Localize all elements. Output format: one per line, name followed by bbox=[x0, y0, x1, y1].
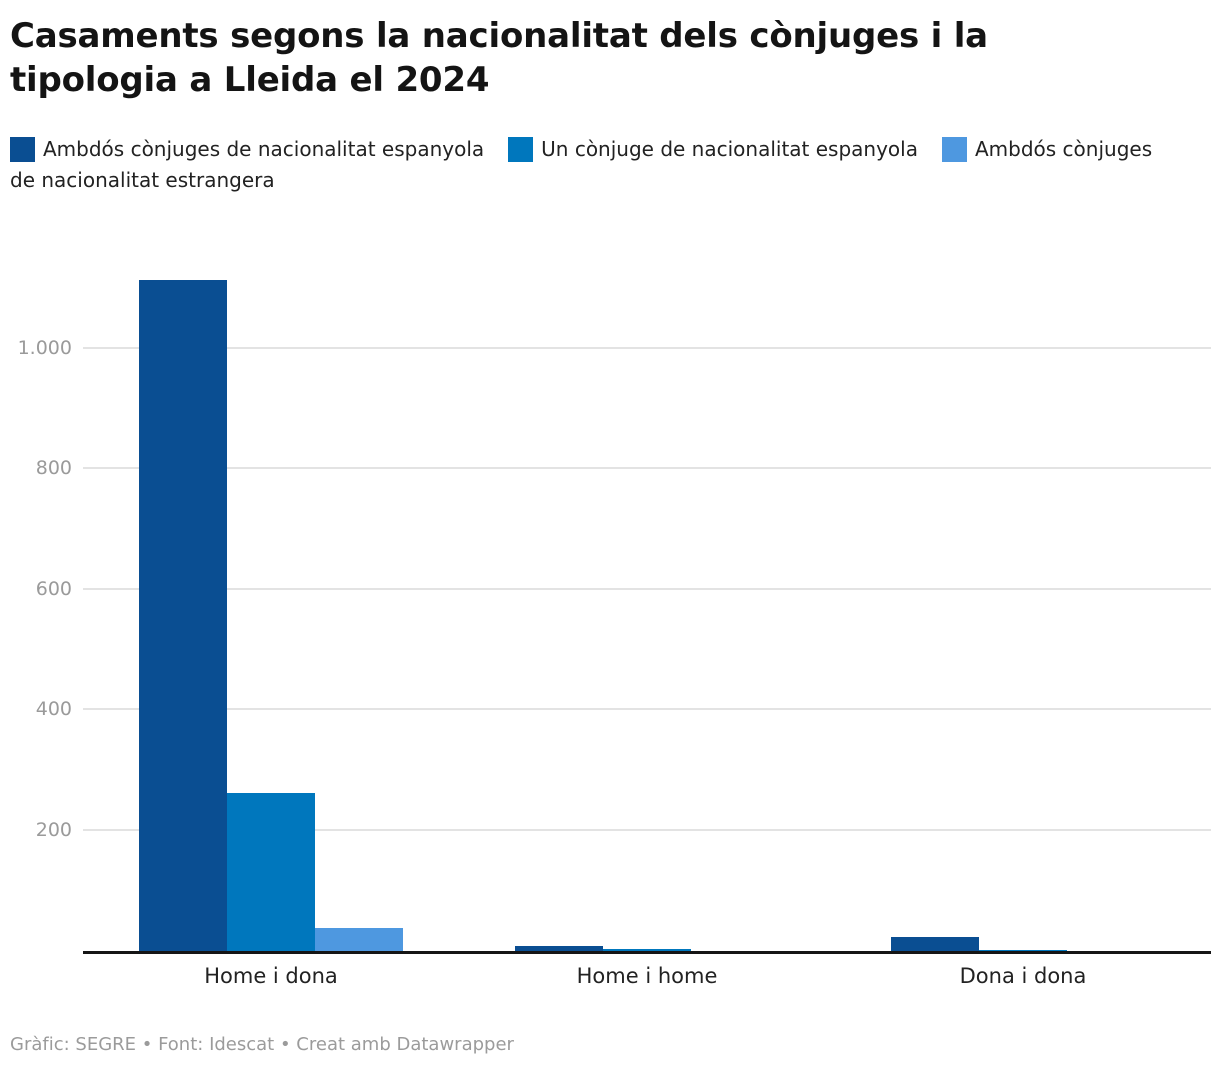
legend-label: Ambdós cònjuges de nacionalitat estrange… bbox=[10, 137, 1153, 193]
bar-0-series-1 bbox=[227, 792, 315, 952]
bar-1-series-2 bbox=[691, 950, 779, 952]
category-label-0: Home i dona bbox=[204, 964, 338, 989]
legend-label: Un cònjuge de nacionalitat espanyola bbox=[541, 137, 918, 162]
legend: Ambdós cònjuges de nacionalitat espanyol… bbox=[10, 134, 1160, 196]
bars-layer bbox=[83, 240, 1211, 952]
gridline: 200 bbox=[36, 819, 1211, 841]
gridline: 600 bbox=[36, 578, 1211, 600]
legend-swatch-icon bbox=[10, 137, 35, 163]
legend-item-2: Ambdós cònjuges de nacionalitat estrange… bbox=[10, 137, 1152, 192]
bar-0-series-0 bbox=[139, 279, 227, 952]
y-tick-label: 1.000 bbox=[17, 336, 72, 359]
legend-label: Ambdós cònjuges de nacionalitat espanyol… bbox=[43, 137, 485, 162]
bar-2-series-2 bbox=[1067, 950, 1155, 952]
bar-2-series-0 bbox=[891, 936, 979, 952]
bar-group-2 bbox=[835, 240, 1211, 952]
category-label-2: Dona i dona bbox=[959, 964, 1087, 989]
bar-1-series-0 bbox=[515, 945, 603, 952]
y-tick-label: 800 bbox=[35, 457, 72, 480]
x-axis-labels: Home i dona Home i home Dona i dona bbox=[83, 964, 1211, 988]
bar-1-series-1 bbox=[603, 948, 691, 952]
plot-area: 200 400 600 800 1.000 bbox=[18, 240, 1211, 955]
legend-item-1: Un cònjuge de nacionalitat espanyola bbox=[508, 137, 918, 163]
legend-swatch-icon bbox=[508, 137, 534, 163]
y-tick-label: 200 bbox=[35, 818, 72, 841]
bar-0-series-2 bbox=[315, 928, 403, 952]
gridline: 1.000 bbox=[18, 337, 1211, 359]
chart-card: Casaments segons la nacionalitat dels cò… bbox=[0, 14, 1220, 1074]
legend-item-0: Ambdós cònjuges de nacionalitat espanyol… bbox=[10, 137, 485, 163]
bar-group-0 bbox=[83, 240, 459, 952]
page-title: Casaments segons la nacionalitat dels cò… bbox=[10, 16, 988, 101]
gridline: 800 bbox=[36, 457, 1211, 479]
legend-swatch-icon bbox=[941, 137, 967, 163]
gridline: 400 bbox=[36, 698, 1211, 720]
chart: 200 400 600 800 1.000 bbox=[0, 240, 1220, 955]
x-axis-line bbox=[83, 951, 1211, 955]
bar-2-series-1 bbox=[979, 949, 1067, 952]
footer-credit: Gràfic: SEGRE • Font: Idescat • Creat am… bbox=[10, 1034, 514, 1056]
y-tick-label: 400 bbox=[35, 698, 72, 721]
category-label-1: Home i home bbox=[576, 964, 718, 989]
bar-group-1 bbox=[459, 240, 835, 952]
y-tick-label: 600 bbox=[35, 577, 72, 600]
